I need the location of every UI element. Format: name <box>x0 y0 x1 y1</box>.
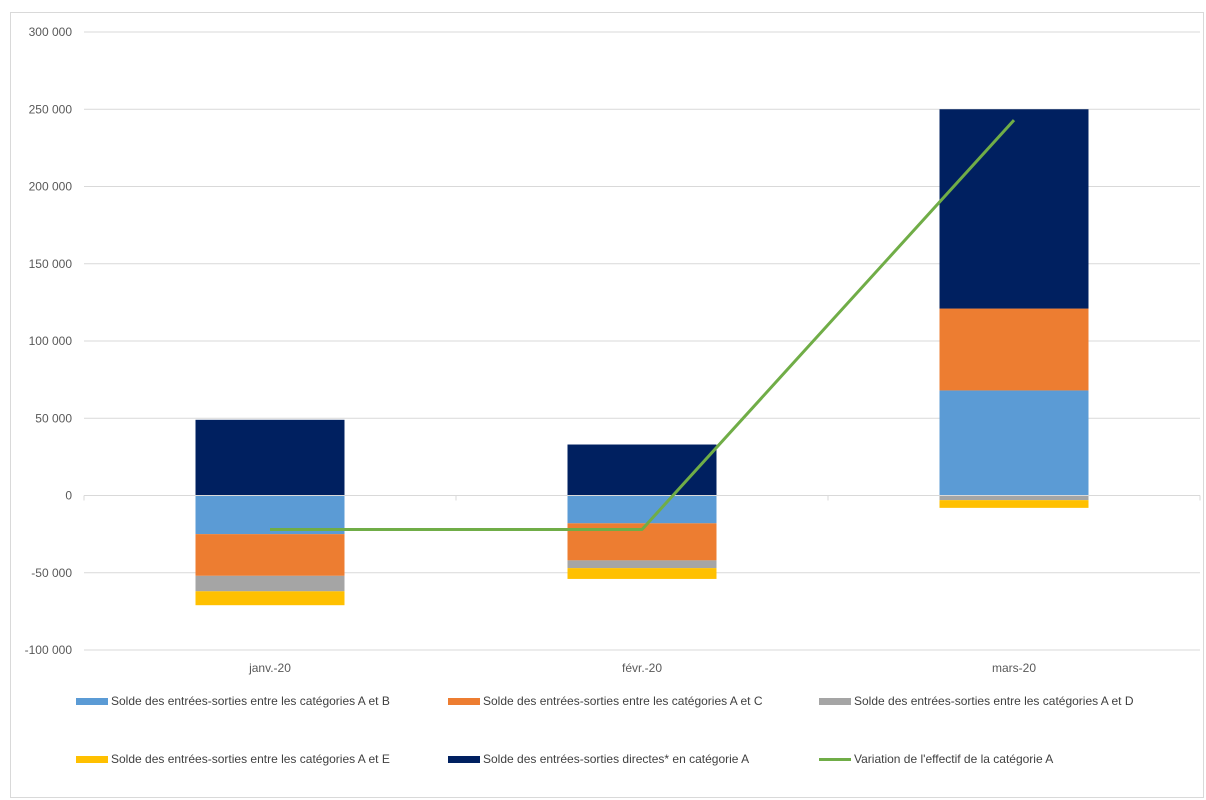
legend-label-ad: Solde des entrées-sorties entre les caté… <box>854 694 1134 708</box>
y-tick-label: 250 000 <box>29 102 73 116</box>
bar-segment[interactable] <box>195 419 345 496</box>
y-axis-tick-labels: 300 000 250 000 200 000 150 000 100 000 50 00… <box>25 25 73 657</box>
bar-segment[interactable] <box>195 575 345 592</box>
x-tick-label: févr.-20 <box>622 661 662 675</box>
bar-segment[interactable] <box>939 390 1089 496</box>
legend-swatch-ab <box>76 697 108 705</box>
bar-segment[interactable] <box>939 495 1089 501</box>
legend-swatch-ae <box>76 755 108 763</box>
bar-segment[interactable] <box>939 500 1089 508</box>
x-axis <box>83 495 1201 501</box>
x-tick-label: janv.-20 <box>248 661 291 675</box>
y-tick-label: 100 000 <box>29 334 73 348</box>
legend-label-direct: Solde des entrées-sorties directes* en c… <box>483 752 750 766</box>
legend-item-ab[interactable]: Solde des entrées-sorties entre les caté… <box>76 694 390 708</box>
legend-item-direct[interactable]: Solde des entrées-sorties directes* en c… <box>448 752 749 766</box>
legend-item-ac[interactable]: Solde des entrées-sorties entre les caté… <box>448 694 763 708</box>
legend-label-ae: Solde des entrées-sorties entre les caté… <box>111 752 390 766</box>
legend-swatch-ac <box>448 697 480 705</box>
bar-segment[interactable] <box>567 568 717 579</box>
legend-swatch-ad <box>819 697 851 705</box>
bar-segment[interactable] <box>195 534 345 576</box>
bar-segment[interactable] <box>939 109 1089 309</box>
y-tick-label: -50 000 <box>31 566 72 580</box>
legend-item-variation[interactable]: Variation de l'effectif de la catégorie … <box>819 752 1053 766</box>
bar-segment[interactable] <box>195 495 345 535</box>
y-tick-label: 0 <box>65 489 72 503</box>
y-tick-label: 200 000 <box>29 180 73 194</box>
y-tick-label: 150 000 <box>29 257 73 271</box>
legend-item-ae[interactable]: Solde des entrées-sorties entre les caté… <box>76 752 390 766</box>
bars <box>195 109 1089 606</box>
legend-label-ab: Solde des entrées-sorties entre les caté… <box>111 694 390 708</box>
legend-swatch-direct <box>448 755 480 763</box>
legend-label-variation: Variation de l'effectif de la catégorie … <box>854 752 1054 766</box>
y-tick-label: -100 000 <box>25 643 73 657</box>
bar-segment[interactable] <box>567 495 717 524</box>
legend-swatch-variation <box>819 757 851 761</box>
y-tick-label: 300 000 <box>29 25 73 39</box>
bar-segment[interactable] <box>195 591 345 606</box>
bar-segment[interactable] <box>939 308 1089 391</box>
chart-frame <box>10 12 1204 798</box>
bar-segment[interactable] <box>567 444 717 496</box>
variation-line[interactable] <box>270 119 1016 531</box>
legend-label-ac: Solde des entrées-sorties entre les caté… <box>483 694 763 708</box>
legend-item-ad[interactable]: Solde des entrées-sorties entre les caté… <box>819 694 1134 708</box>
y-tick-label: 50 000 <box>35 411 72 425</box>
bar-segment[interactable] <box>567 560 717 569</box>
x-axis-tick-labels: janv.-20 févr.-20 mars-20 <box>248 661 1036 675</box>
line-series <box>270 119 1016 531</box>
x-tick-label: mars-20 <box>992 661 1036 675</box>
